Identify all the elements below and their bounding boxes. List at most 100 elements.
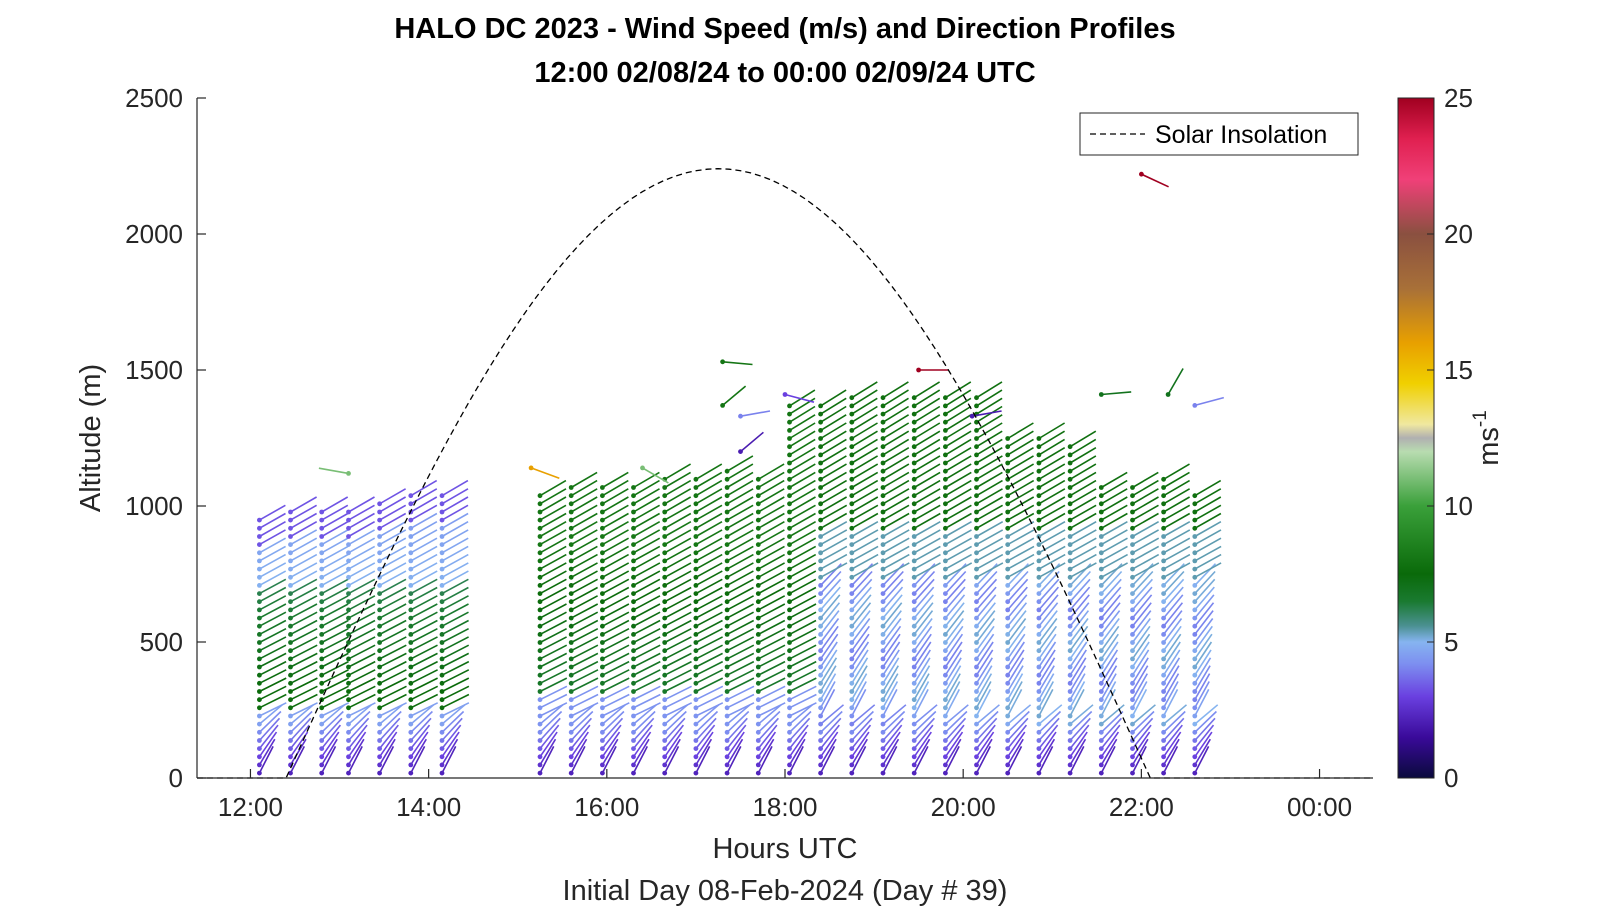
wind-vector-head bbox=[377, 632, 382, 637]
wind-vector-head bbox=[662, 534, 668, 539]
wind-vector-head bbox=[974, 542, 979, 547]
wind-vector-head bbox=[974, 574, 979, 580]
wind-vector-head bbox=[377, 607, 382, 613]
wind-vector bbox=[1007, 633, 1026, 660]
wind-vector-head bbox=[662, 583, 668, 588]
wind-vector-head bbox=[1098, 517, 1104, 523]
wind-vector-head bbox=[537, 705, 543, 711]
wind-vector bbox=[820, 389, 847, 407]
wind-vector bbox=[1006, 746, 1023, 774]
wind-vector bbox=[259, 627, 287, 644]
wind-vector bbox=[1069, 529, 1097, 546]
wind-vector-head bbox=[319, 705, 325, 711]
wind-vector bbox=[1131, 738, 1149, 766]
wind-vector-head bbox=[1067, 566, 1073, 572]
wind-vector-head bbox=[724, 517, 730, 523]
wind-vector-head bbox=[631, 493, 636, 499]
wind-vector-head bbox=[537, 746, 543, 751]
wind-vector-head bbox=[1005, 632, 1011, 637]
wind-vector-head bbox=[943, 444, 948, 450]
wind-vector bbox=[570, 660, 599, 676]
wind-vector bbox=[1038, 633, 1057, 660]
wind-vector-head bbox=[257, 770, 262, 776]
wind-vector bbox=[539, 512, 567, 529]
wind-vector-head bbox=[1098, 534, 1104, 539]
wind-vector bbox=[410, 603, 438, 619]
wind-vector bbox=[1162, 731, 1182, 758]
wind-vector bbox=[726, 710, 750, 733]
wind-vector bbox=[1100, 496, 1128, 513]
wind-vector bbox=[1007, 618, 1027, 643]
wind-vector-head bbox=[693, 485, 699, 490]
wind-vector-head bbox=[537, 689, 543, 694]
wind-vector bbox=[851, 455, 879, 472]
wind-vector-head bbox=[377, 542, 382, 547]
wind-vector-head bbox=[1192, 746, 1198, 751]
wind-vector-head bbox=[1036, 664, 1042, 670]
wind-vector bbox=[1038, 578, 1060, 603]
wind-vector-head bbox=[537, 713, 543, 719]
wind-vector bbox=[259, 512, 286, 529]
wind-vector bbox=[945, 562, 973, 579]
wind-vector-head bbox=[257, 525, 262, 531]
wind-vector bbox=[913, 430, 941, 448]
wind-vector bbox=[1194, 512, 1222, 529]
wind-vector bbox=[441, 488, 469, 505]
wind-vector-head bbox=[600, 550, 605, 556]
wind-vector bbox=[1194, 488, 1222, 505]
wind-vector bbox=[1131, 618, 1151, 643]
wind-vector-head bbox=[439, 623, 445, 629]
wind-vector-head bbox=[880, 428, 886, 433]
wind-vector-head bbox=[1192, 583, 1198, 588]
wind-vector-head bbox=[911, 558, 917, 564]
wind-vector-head bbox=[568, 517, 574, 523]
wind-vector bbox=[410, 611, 438, 627]
wind-vector-head bbox=[787, 468, 792, 474]
wind-vector-head bbox=[346, 574, 351, 580]
wind-vector bbox=[321, 504, 349, 521]
wind-vector-head bbox=[849, 770, 855, 776]
wind-vector bbox=[820, 422, 847, 440]
wind-vector bbox=[1038, 586, 1060, 611]
wind-vector bbox=[757, 644, 786, 660]
wind-vector-head bbox=[568, 615, 574, 621]
wind-vector bbox=[913, 504, 941, 521]
wind-vector-head bbox=[377, 566, 382, 572]
wind-vector bbox=[379, 496, 406, 513]
wind-vector-head bbox=[1192, 689, 1198, 694]
wind-vector bbox=[1100, 488, 1128, 505]
wind-vector-head bbox=[974, 721, 979, 727]
wind-vector-head bbox=[693, 713, 699, 719]
wind-vector bbox=[664, 529, 692, 546]
wind-vector-head bbox=[738, 413, 743, 419]
wind-vector-head bbox=[943, 591, 948, 596]
wind-vector bbox=[1194, 396, 1225, 407]
wind-vector bbox=[913, 724, 934, 750]
wind-vector-head bbox=[818, 640, 823, 645]
wind-vector bbox=[1069, 618, 1089, 643]
wind-vector-head bbox=[568, 485, 574, 490]
wind-vector bbox=[321, 562, 349, 579]
wind-vector-head bbox=[849, 550, 855, 556]
wind-vector bbox=[1132, 496, 1159, 513]
wind-vector-head bbox=[537, 558, 543, 564]
wind-vector-head bbox=[631, 762, 636, 768]
wind-vector-head bbox=[257, 672, 262, 678]
wind-vector bbox=[819, 649, 838, 676]
wind-vector bbox=[695, 611, 723, 627]
wind-vector bbox=[348, 570, 376, 587]
wind-vector-head bbox=[724, 689, 730, 694]
wind-vector-head bbox=[849, 517, 855, 523]
wind-vector-head bbox=[1130, 607, 1135, 613]
wind-vector bbox=[321, 693, 349, 709]
wind-vector bbox=[632, 717, 655, 742]
wind-vector-head bbox=[662, 599, 668, 605]
wind-vector-head bbox=[911, 680, 917, 686]
wind-vector bbox=[347, 710, 371, 733]
wind-vector bbox=[347, 717, 370, 742]
wind-vector bbox=[726, 693, 755, 709]
wind-vector bbox=[1100, 602, 1121, 627]
wind-vector-head bbox=[849, 640, 855, 645]
wind-vector-head bbox=[974, 738, 979, 743]
wind-vector-head bbox=[818, 452, 823, 458]
